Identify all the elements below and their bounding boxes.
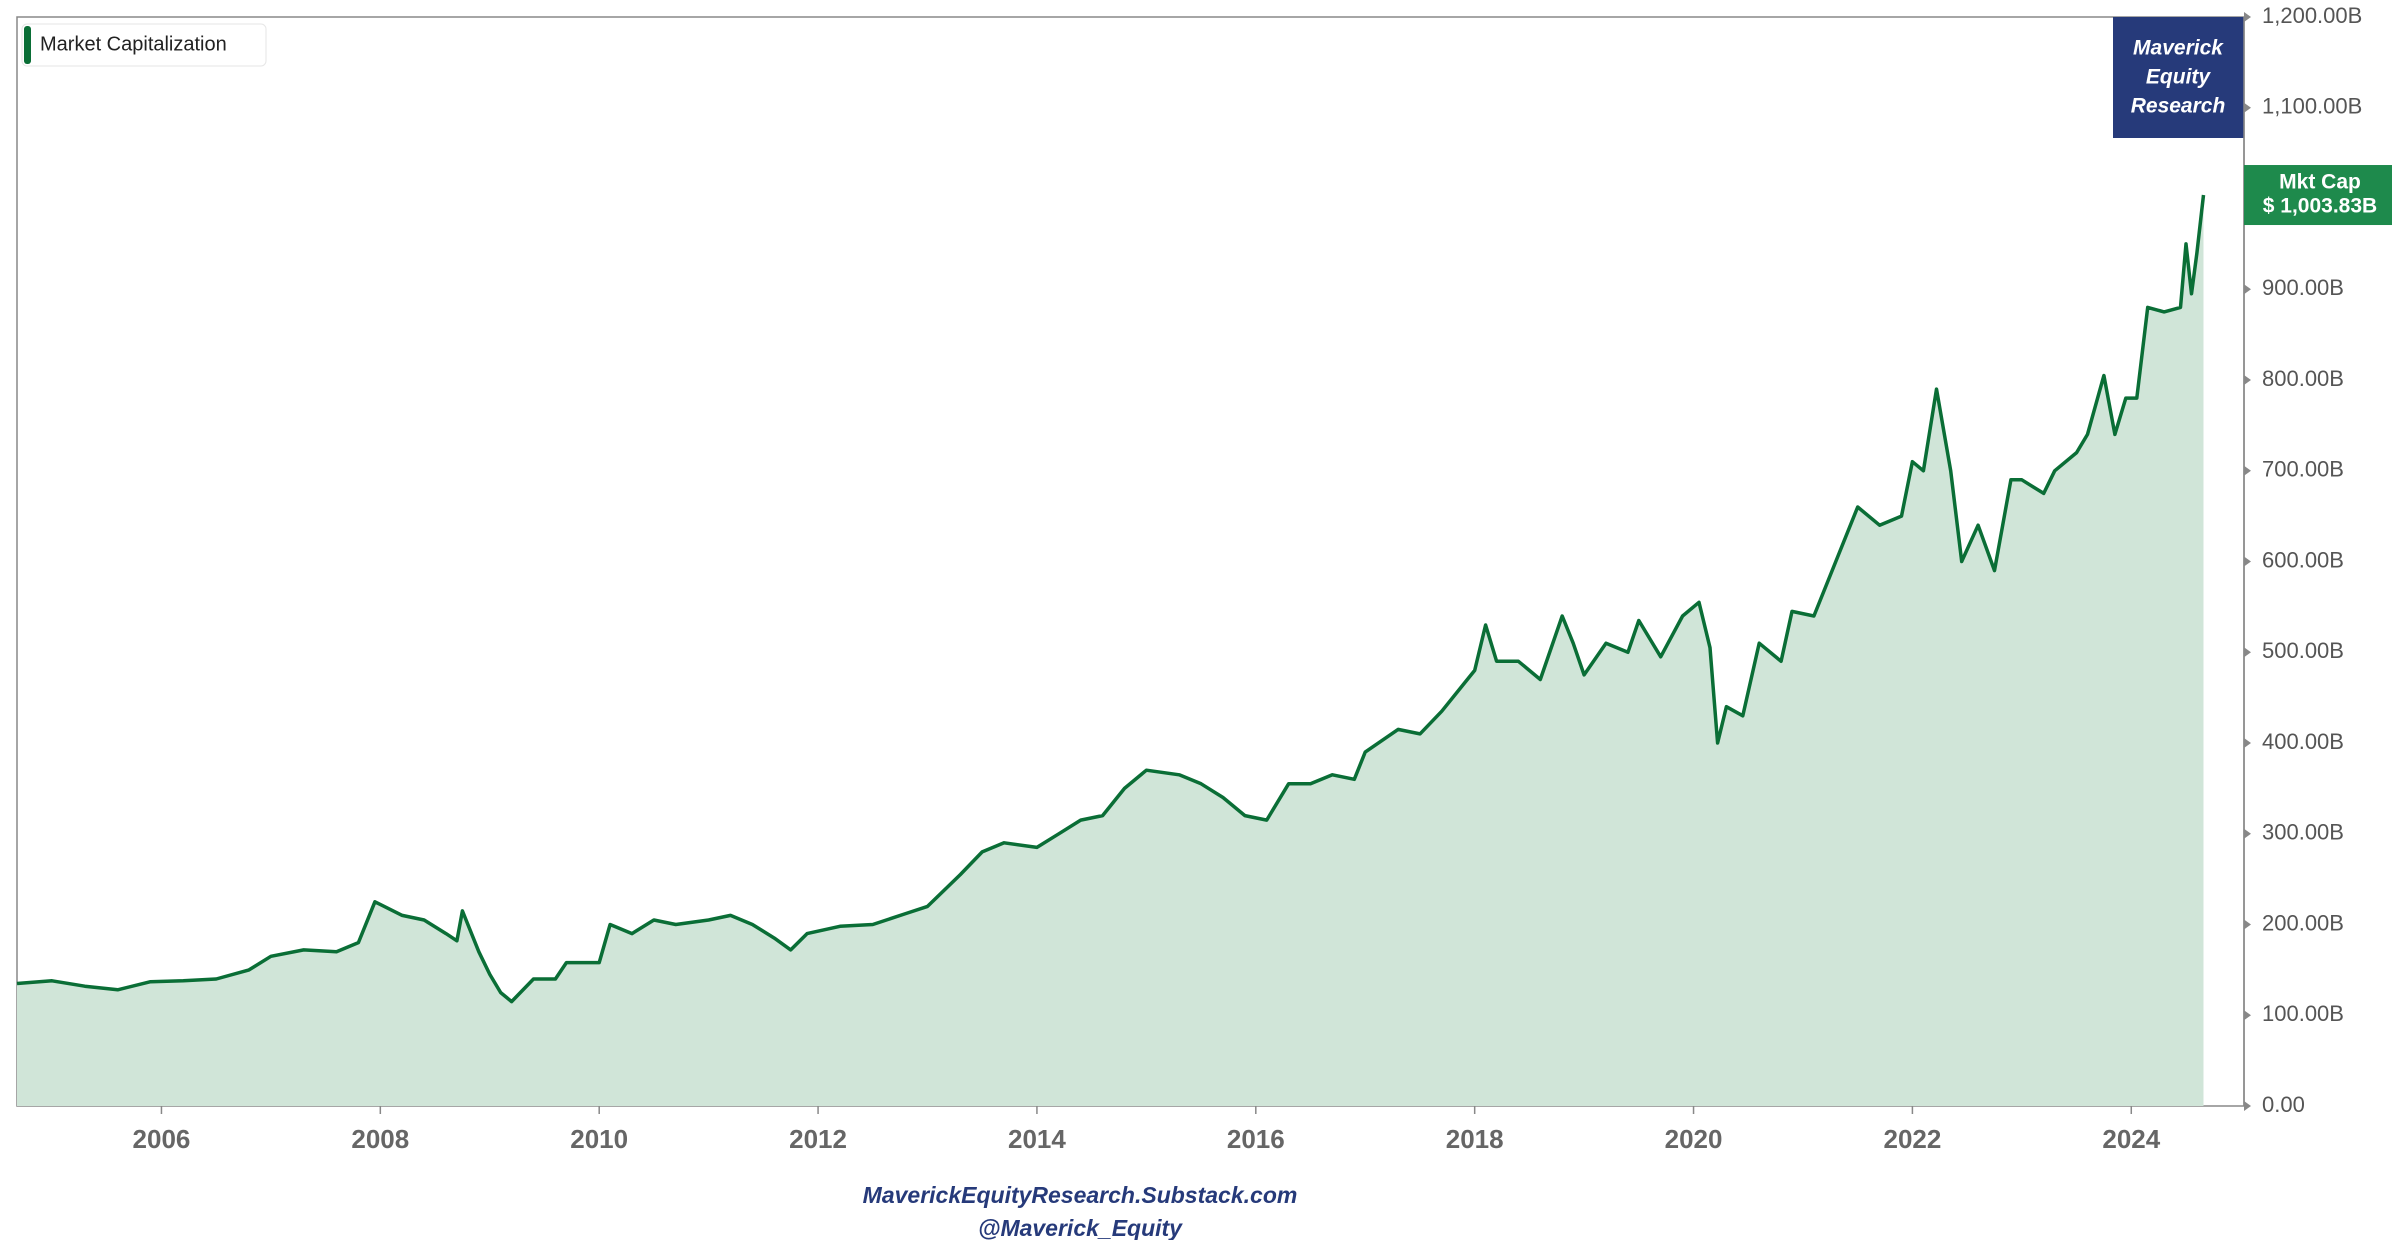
line	[16, 194, 2206, 1004]
y-tick	[2244, 828, 2251, 839]
y-tick-label: 700.00B	[2262, 457, 2344, 482]
y-tick	[2244, 102, 2251, 113]
y-tick-label: 900.00B	[2262, 275, 2344, 300]
y-tick	[2244, 465, 2251, 476]
y-tick-label: 400.00B	[2262, 729, 2344, 754]
x-tick-label: 2024	[2102, 1124, 2160, 1154]
last-value-title: Mkt Cap	[2279, 171, 2361, 194]
legend-label: Market Capitalization	[40, 33, 227, 55]
brand-text: Equity	[2146, 66, 2211, 89]
y-tick	[2244, 556, 2251, 567]
y-tick	[2244, 284, 2251, 295]
y-tick-label: 200.00B	[2262, 910, 2344, 935]
footer-text: @Maverick_Equity	[978, 1215, 1183, 1240]
brand-text: Research	[2131, 95, 2226, 118]
last-value-label: $ 1,003.83B	[2263, 195, 2377, 218]
y-tick-label: 0.00	[2262, 1092, 2305, 1117]
y-tick	[2244, 1101, 2251, 1111]
x-tick-label: 2020	[1665, 1124, 1723, 1154]
x-tick-label: 2012	[789, 1124, 847, 1154]
x-tick-label: 2008	[351, 1124, 409, 1154]
x-tick-label: 2010	[570, 1124, 628, 1154]
brand-box	[2113, 17, 2244, 138]
x-tick-label: 2006	[133, 1124, 191, 1154]
brand-text: Maverick	[2133, 37, 2224, 60]
area-fill	[17, 195, 2204, 1106]
x-tick-label: 2018	[1446, 1124, 1504, 1154]
legend-box	[21, 23, 267, 67]
legend-swatch	[24, 26, 31, 64]
y-tick	[2244, 375, 2251, 385]
y-tick-label: 300.00B	[2262, 820, 2344, 845]
last-value-tag	[2244, 165, 2392, 226]
y-tick-label: 800.00B	[2262, 366, 2344, 391]
x-tick-label: 2022	[1883, 1124, 1941, 1154]
y-tick-label: 500.00B	[2262, 638, 2344, 663]
y-tick-label: 100.00B	[2262, 1001, 2344, 1026]
y-tick	[2244, 919, 2251, 930]
y-tick-label: 1,100.00B	[2262, 94, 2362, 119]
y-tick-label: 600.00B	[2262, 547, 2344, 572]
y-tick	[2244, 1010, 2251, 1021]
x-tick-label: 2014	[1008, 1124, 1066, 1154]
y-tick	[2244, 738, 2251, 748]
y-tick	[2244, 12, 2251, 22]
footer-text: MaverickEquityResearch.Substack.com	[863, 1182, 1298, 1208]
y-tick	[2244, 647, 2251, 658]
marks	[16, 194, 2206, 1106]
x-tick-label: 2016	[1227, 1124, 1285, 1154]
y-tick-label: 1,200.00B	[2262, 3, 2362, 28]
